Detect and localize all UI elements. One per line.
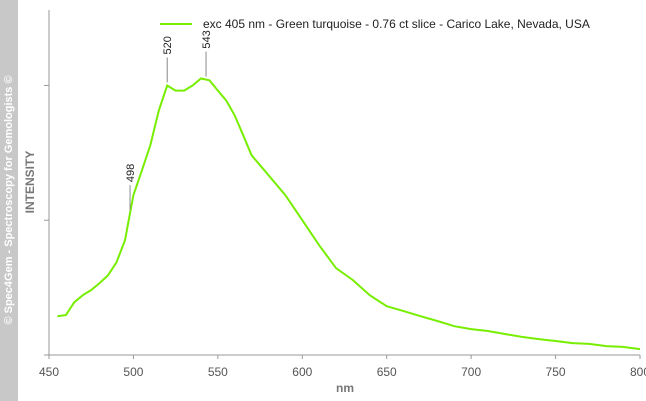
x-axis-label: nm	[336, 381, 354, 395]
watermark-strip	[0, 0, 18, 401]
spectrum-line	[57, 77, 641, 351]
peak-label: 498	[125, 164, 137, 182]
y-axis-label: INTENSITY	[23, 151, 37, 214]
x-tick-label: 650	[377, 365, 397, 379]
watermark: © Spec4Gem - Spectroscopy for Gemologist…	[3, 75, 15, 324]
x-tick-label: 750	[546, 365, 566, 379]
legend-label: exc 405 nm - Green turquoise - 0.76 ct s…	[203, 17, 590, 31]
peak-label: 543	[201, 30, 213, 48]
x-tick-label: 550	[208, 365, 228, 379]
x-tick-label: 600	[292, 365, 312, 379]
x-tick-label: 700	[461, 365, 481, 379]
peak-label: 520	[162, 36, 174, 54]
x-tick-label: 450	[39, 365, 59, 379]
x-tick-label: 800	[630, 365, 646, 379]
x-tick-label: 500	[123, 365, 143, 379]
